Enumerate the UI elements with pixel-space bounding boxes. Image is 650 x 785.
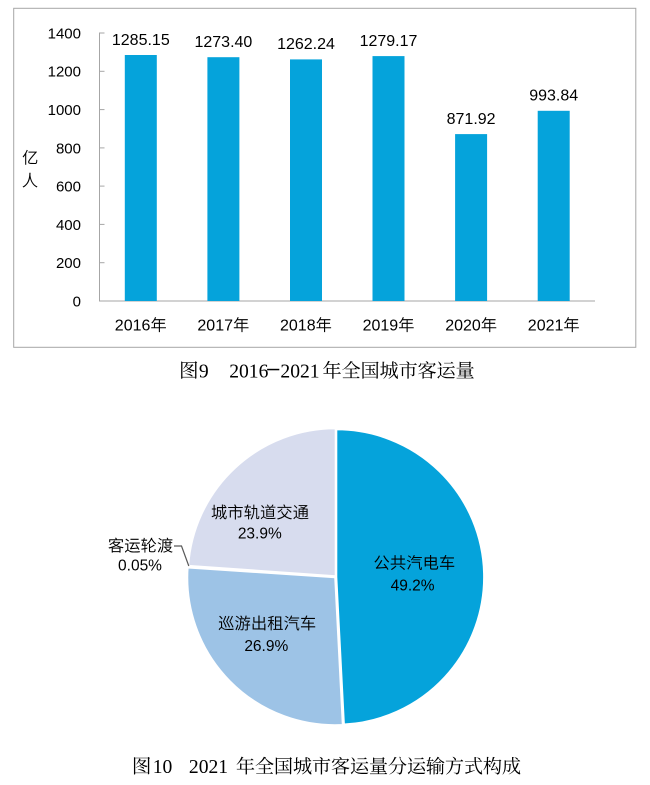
svg-text:1273.40: 1273.40 [194, 34, 252, 51]
svg-text:49.2%: 49.2% [391, 577, 435, 594]
svg-text:1000: 1000 [48, 102, 81, 119]
svg-text:2018: 2018 [280, 318, 316, 335]
svg-text:800: 800 [56, 140, 81, 157]
svg-text:600: 600 [56, 179, 81, 196]
svg-text:1400: 1400 [48, 25, 81, 42]
svg-text:2016: 2016 [229, 361, 268, 382]
svg-text:26.9%: 26.9% [244, 638, 288, 655]
svg-text:1285.15: 1285.15 [112, 32, 170, 49]
svg-text:0.05%: 0.05% [118, 558, 162, 575]
svg-text:2021: 2021 [280, 361, 319, 382]
svg-text:400: 400 [56, 217, 81, 234]
svg-text:2017: 2017 [197, 318, 233, 335]
svg-text:1279.17: 1279.17 [360, 33, 418, 50]
svg-text:0: 0 [73, 293, 81, 310]
svg-text:2019: 2019 [363, 318, 399, 335]
svg-text:993.84: 993.84 [529, 88, 578, 105]
svg-text:871.92: 871.92 [447, 111, 496, 128]
svg-text:200: 200 [56, 255, 81, 272]
svg-text:2021: 2021 [528, 318, 564, 335]
svg-text:2020: 2020 [445, 318, 481, 335]
svg-text:1262.24: 1262.24 [277, 36, 335, 53]
svg-text:10: 10 [153, 757, 173, 778]
svg-text:2016: 2016 [115, 318, 151, 335]
svg-text:2021: 2021 [189, 757, 228, 778]
svg-text:9: 9 [199, 361, 209, 382]
svg-text:23.9%: 23.9% [238, 525, 282, 542]
svg-text:1200: 1200 [48, 64, 81, 81]
